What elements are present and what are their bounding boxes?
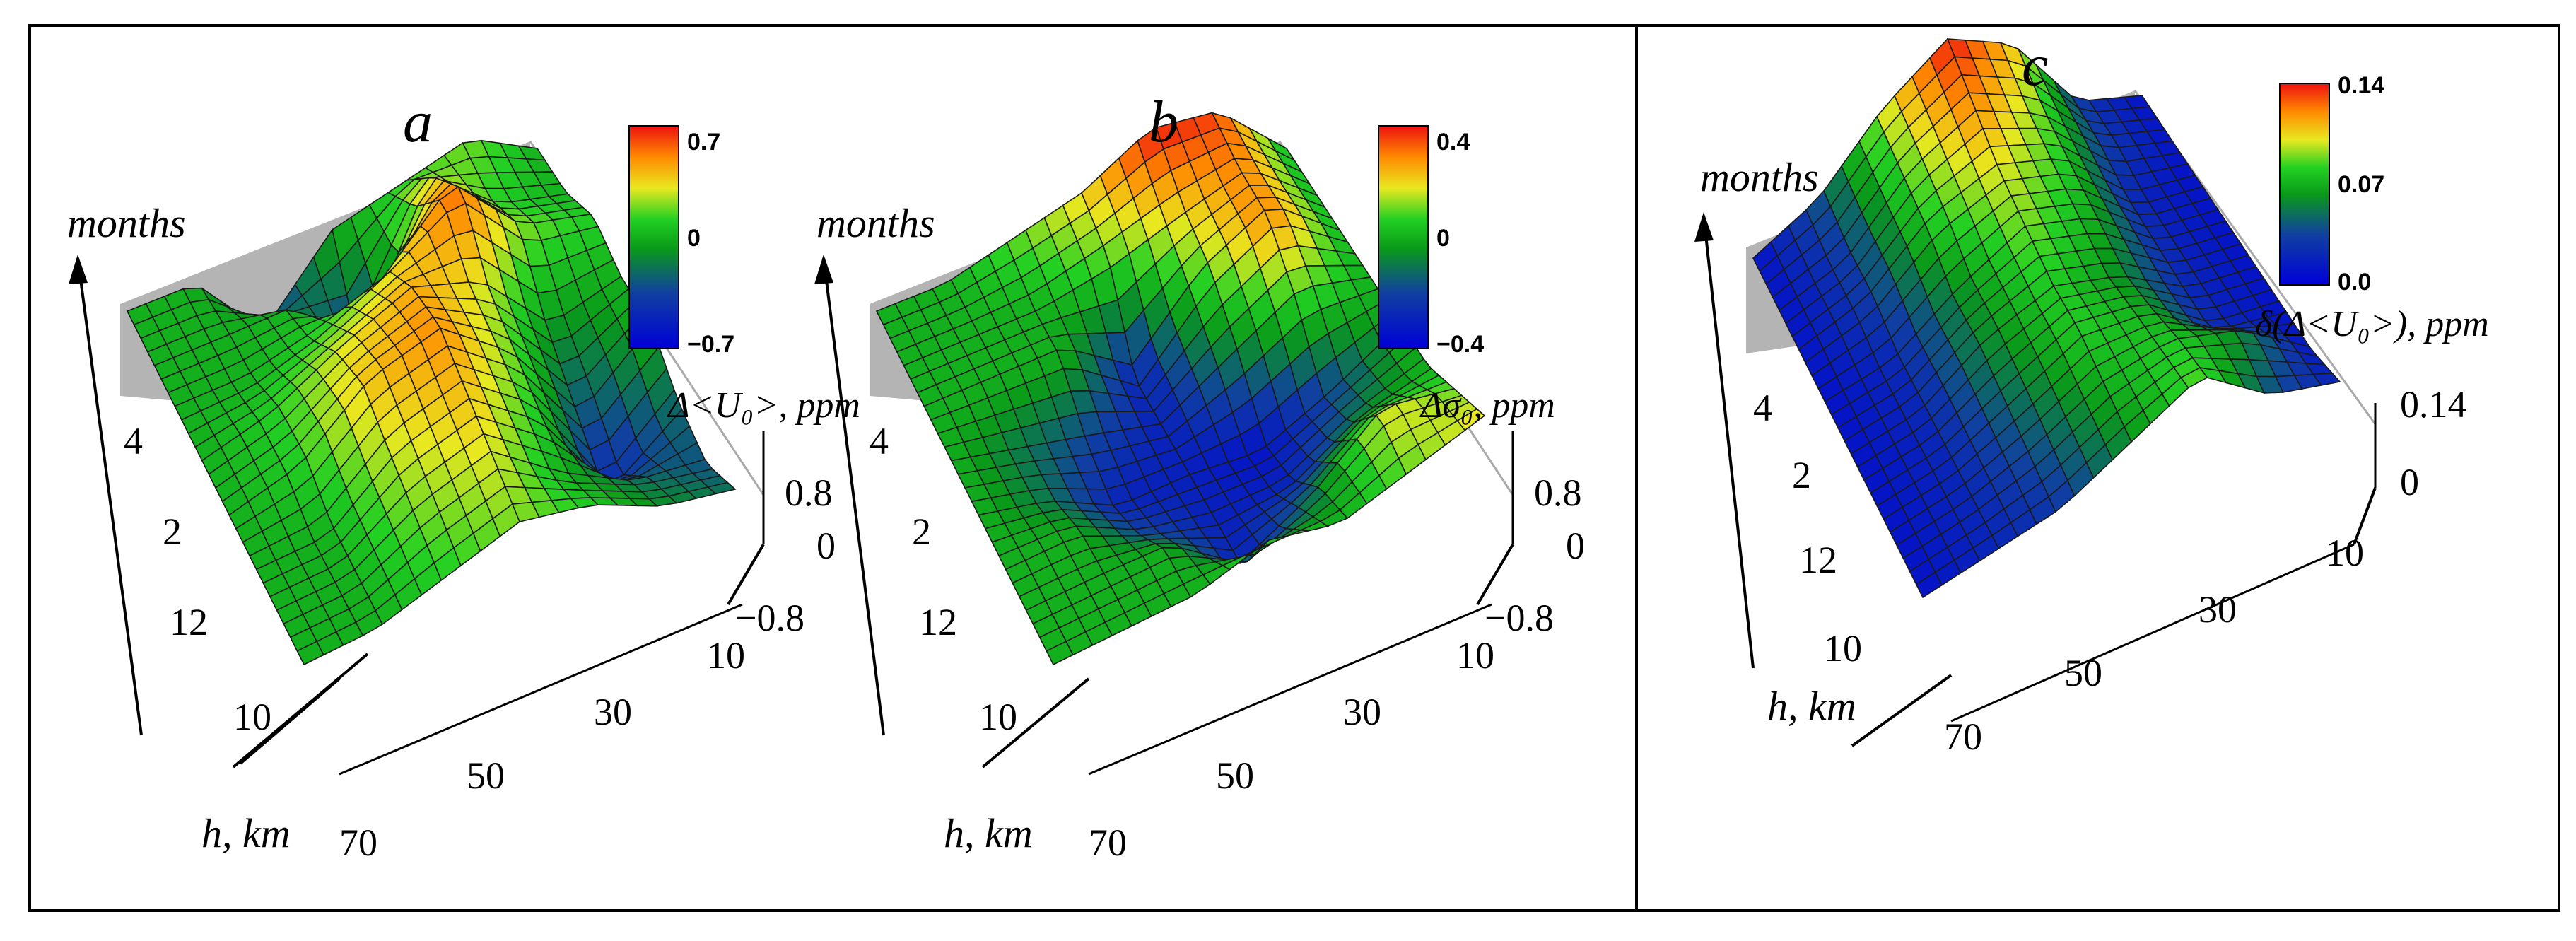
panel-a-h-axis-ext	[239, 677, 341, 765]
panel-c-z-axis	[2353, 487, 2377, 545]
panel-a-y-tick-2: 2	[163, 510, 182, 553]
panel-b-y-tick-3: 12	[919, 601, 957, 643]
panel-b-cb-tick-3: −0.4	[1436, 331, 1484, 358]
surface-cell	[1915, 571, 1943, 599]
panel-c-colorbar	[2279, 83, 2330, 286]
panel-c-z-tick-1: 0.14	[2400, 383, 2467, 426]
panel-a-surface	[126, 139, 737, 666]
panel-c-months-axis	[1702, 215, 1755, 669]
panel-b-x-tick-4: 70	[1089, 822, 1127, 864]
panel-a-z-tick-3: −0.8	[735, 597, 804, 639]
panel-b-xlabel: h, km	[944, 810, 1033, 856]
panel-b-months-axis	[822, 257, 885, 736]
panel-a-x-tick-1: 10	[707, 634, 745, 677]
panel-a-months-axis	[76, 257, 143, 736]
panel-a-cb-tick-2: 0	[687, 225, 701, 252]
panel-c-months-arrow	[1694, 212, 1714, 242]
panel-b-y-tick-4: 10	[979, 696, 1017, 738]
panel-a-months-arrow	[69, 255, 88, 284]
panel-a-title: a	[403, 89, 433, 155]
panel-c: c months h, km δ(Δ<U₀>), ppm 4 2 12 10 1…	[1694, 33, 2489, 758]
panel-a-y-tick-3: 12	[170, 601, 208, 643]
panel-a-cb-tick-1: 0.7	[687, 129, 720, 156]
panel-a-z-tick-2: 0	[816, 525, 836, 567]
panel-b: b months h, km Δσ₀, ppm 4 2 12 10 10 30 …	[814, 89, 1585, 864]
panel-a-base-diagonal	[339, 603, 743, 776]
panel-a-cb-tick-3: −0.7	[687, 331, 734, 358]
panel-c-h-axis	[1851, 674, 1953, 747]
panel-c-cb-tick-2: 0.07	[2338, 171, 2384, 198]
panel-c-y-tick-2: 2	[1792, 454, 1811, 496]
panel-b-base-diagonal	[1088, 603, 1492, 776]
panel-a-colorbar	[628, 125, 679, 349]
panel-a-y-tick-4: 10	[233, 696, 271, 738]
panel-c-z-tick-2: 0	[2400, 461, 2419, 503]
panel-c-zlabel: δ(Δ<U₀>), ppm	[2255, 304, 2489, 344]
panel-c-y-tick-1: 4	[1753, 387, 1772, 429]
panel-b-z-tick-2: 0	[1566, 525, 1585, 567]
panel-b-x-tick-3: 50	[1216, 754, 1254, 797]
panel-b-y-tick-2: 2	[912, 510, 931, 553]
panel-c-xlabel: h, km	[1767, 683, 1856, 729]
panel-a-z-tick-1: 0.8	[785, 472, 833, 514]
panel-b-z-tick-3: −0.8	[1485, 597, 1554, 639]
panel-b-ylabel: months	[816, 200, 935, 246]
panel-a-ylabel: months	[67, 200, 186, 246]
panel-b-colorbar	[1378, 125, 1429, 349]
panel-a: a months h, km Δ<U₀>, ppm 4 2 12 10 10 3…	[67, 89, 860, 864]
panel-a-y-tick-1: 4	[124, 420, 143, 462]
panel-frame-c	[1638, 24, 2560, 912]
panel-c-base-diagonal	[1950, 543, 2355, 723]
panel-c-x-tick-3: 50	[2064, 652, 2102, 694]
panel-c-cb-tick-3: 0.0	[2338, 269, 2371, 296]
panel-b-z-tick-1: 0.8	[1534, 472, 1582, 514]
panel-c-y-tick-4: 10	[1824, 627, 1862, 670]
panel-b-title: b	[1149, 89, 1178, 155]
panel-a-x-tick-4: 70	[339, 822, 377, 864]
panel-a-x-tick-3: 50	[467, 754, 505, 797]
panel-c-x-tick-1: 10	[2326, 532, 2364, 574]
panel-c-title: c	[2022, 33, 2048, 98]
panel-c-surface	[1752, 37, 2341, 599]
panel-a-z-axis	[727, 543, 765, 606]
panel-b-x-tick-1: 10	[1456, 634, 1494, 677]
panel-b-cb-tick-2: 0	[1436, 225, 1450, 252]
panel-b-z-axis	[1476, 543, 1514, 606]
panel-c-y-tick-3: 12	[1799, 539, 1837, 581]
panel-b-zlabel: Δσ₀, ppm	[1419, 385, 1555, 426]
panel-c-cb-tick-1: 0.14	[2338, 72, 2384, 99]
panel-b-h-axis	[981, 677, 1090, 768]
surface-cell	[296, 641, 324, 666]
panel-a-xlabel: h, km	[201, 810, 291, 856]
panel-c-x-tick-4: 70	[1944, 715, 1982, 758]
panel-frame-ab	[28, 24, 1638, 912]
panel-c-x-tick-2: 30	[2199, 588, 2237, 631]
panel-b-x-tick-2: 30	[1343, 691, 1381, 733]
panel-b-months-arrow	[814, 255, 833, 284]
panel-b-surface	[875, 112, 1486, 666]
panel-b-y-tick-1: 4	[870, 420, 889, 462]
panel-a-zlabel: Δ<U₀>, ppm	[667, 385, 860, 426]
panel-c-ylabel: months	[1700, 154, 1819, 200]
surface-cell	[1046, 641, 1074, 666]
panel-b-cb-tick-1: 0.4	[1436, 129, 1470, 156]
panel-a-x-tick-2: 30	[594, 691, 632, 733]
